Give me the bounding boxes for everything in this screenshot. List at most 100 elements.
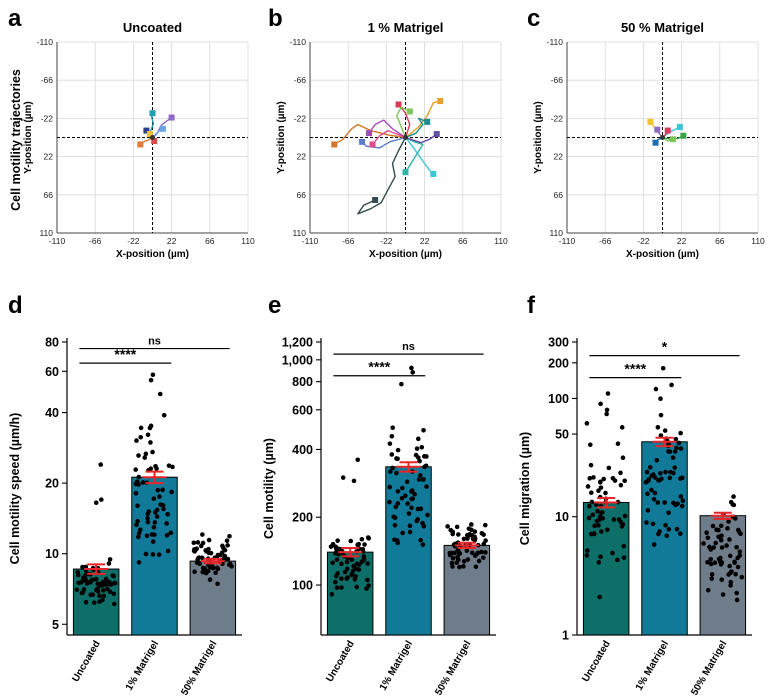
data-point xyxy=(136,453,141,458)
data-point xyxy=(620,455,626,461)
data-point xyxy=(156,552,162,557)
data-point xyxy=(195,540,201,545)
x-tick-label: 22 xyxy=(677,236,687,246)
data-point xyxy=(676,440,682,446)
data-point xyxy=(344,559,350,565)
y-tick-label: 1,000 xyxy=(282,353,313,367)
data-point xyxy=(596,523,601,528)
trajectory-endpoint-6 xyxy=(359,138,366,145)
bar-1 xyxy=(385,466,432,636)
data-point xyxy=(650,521,656,527)
data-point xyxy=(409,496,414,502)
data-point xyxy=(330,560,335,566)
data-point xyxy=(649,487,654,493)
data-point xyxy=(615,441,621,447)
data-point xyxy=(678,430,683,436)
data-point xyxy=(584,421,590,426)
trajectory-track-7 xyxy=(398,104,411,138)
data-point xyxy=(461,564,466,569)
data-point xyxy=(424,484,429,489)
trajectory-endpoint-7 xyxy=(395,101,402,108)
data-point xyxy=(585,548,590,553)
data-point xyxy=(649,473,654,479)
data-point xyxy=(155,487,161,493)
data-point xyxy=(409,488,415,493)
trajectory-track-5 xyxy=(405,100,441,139)
data-point xyxy=(392,515,398,520)
data-point xyxy=(334,557,340,562)
data-point xyxy=(103,576,109,582)
y-tick-label: -110 xyxy=(547,37,564,47)
data-point xyxy=(454,524,460,530)
data-point xyxy=(596,560,602,565)
data-point xyxy=(597,517,602,522)
data-point xyxy=(678,446,684,451)
data-point xyxy=(467,531,472,537)
data-point xyxy=(610,475,616,481)
data-point xyxy=(719,577,725,582)
data-point xyxy=(111,591,117,597)
data-point xyxy=(716,527,721,533)
data-point xyxy=(157,494,162,499)
data-point xyxy=(220,543,225,549)
data-point xyxy=(469,550,475,556)
data-point xyxy=(672,465,677,470)
data-point xyxy=(670,455,676,460)
y-tick-label: -110 xyxy=(290,37,307,47)
data-point xyxy=(619,524,625,529)
significance-label: ns xyxy=(402,341,415,353)
data-point xyxy=(419,444,425,450)
x-tick-label: -66 xyxy=(599,236,612,246)
data-point xyxy=(80,564,85,570)
data-point xyxy=(673,436,679,442)
data-point xyxy=(667,449,673,454)
data-point xyxy=(666,526,672,532)
data-point xyxy=(356,562,362,567)
data-point xyxy=(332,579,338,585)
trajectory-origin xyxy=(660,135,665,140)
y-tick-label: 110 xyxy=(292,228,306,238)
data-point xyxy=(93,576,99,582)
data-point xyxy=(225,556,231,562)
y-tick-label: -22 xyxy=(551,113,564,123)
data-point xyxy=(725,526,730,531)
y-tick-label: -66 xyxy=(294,75,307,85)
data-point xyxy=(145,511,151,517)
data-point xyxy=(229,564,234,569)
data-point xyxy=(449,560,455,566)
data-point xyxy=(388,469,393,474)
data-point xyxy=(658,412,664,418)
y-tick-label: 200 xyxy=(292,511,313,525)
y-axis-label: Cell migration (µm) xyxy=(518,432,532,545)
data-point xyxy=(150,552,156,557)
data-point xyxy=(143,451,149,457)
data-point xyxy=(395,489,401,494)
data-point xyxy=(734,590,739,596)
data-point xyxy=(145,519,151,525)
data-point xyxy=(482,522,488,528)
data-point xyxy=(601,476,607,482)
data-point xyxy=(589,490,594,496)
trajectory-track-1 xyxy=(357,137,407,215)
y-tick-label: 1 xyxy=(562,629,569,643)
data-point xyxy=(91,600,97,606)
data-point xyxy=(412,491,417,497)
data-point xyxy=(622,513,628,519)
data-point xyxy=(148,377,154,383)
data-point xyxy=(359,536,365,542)
data-point xyxy=(421,523,427,529)
data-point xyxy=(655,425,661,430)
x-category-label: 50% Matrigel xyxy=(689,639,729,697)
data-point xyxy=(598,479,603,485)
data-point xyxy=(674,526,680,532)
data-point xyxy=(407,523,413,529)
data-point xyxy=(135,518,140,524)
x-tick-label: -110 xyxy=(559,236,576,246)
trajectory-endpoint-1 xyxy=(680,132,687,139)
data-point xyxy=(728,583,733,588)
y-tick-label: -110 xyxy=(37,37,54,47)
data-point xyxy=(405,501,410,506)
data-point xyxy=(101,582,107,588)
data-point xyxy=(161,506,166,512)
data-point xyxy=(472,553,478,559)
